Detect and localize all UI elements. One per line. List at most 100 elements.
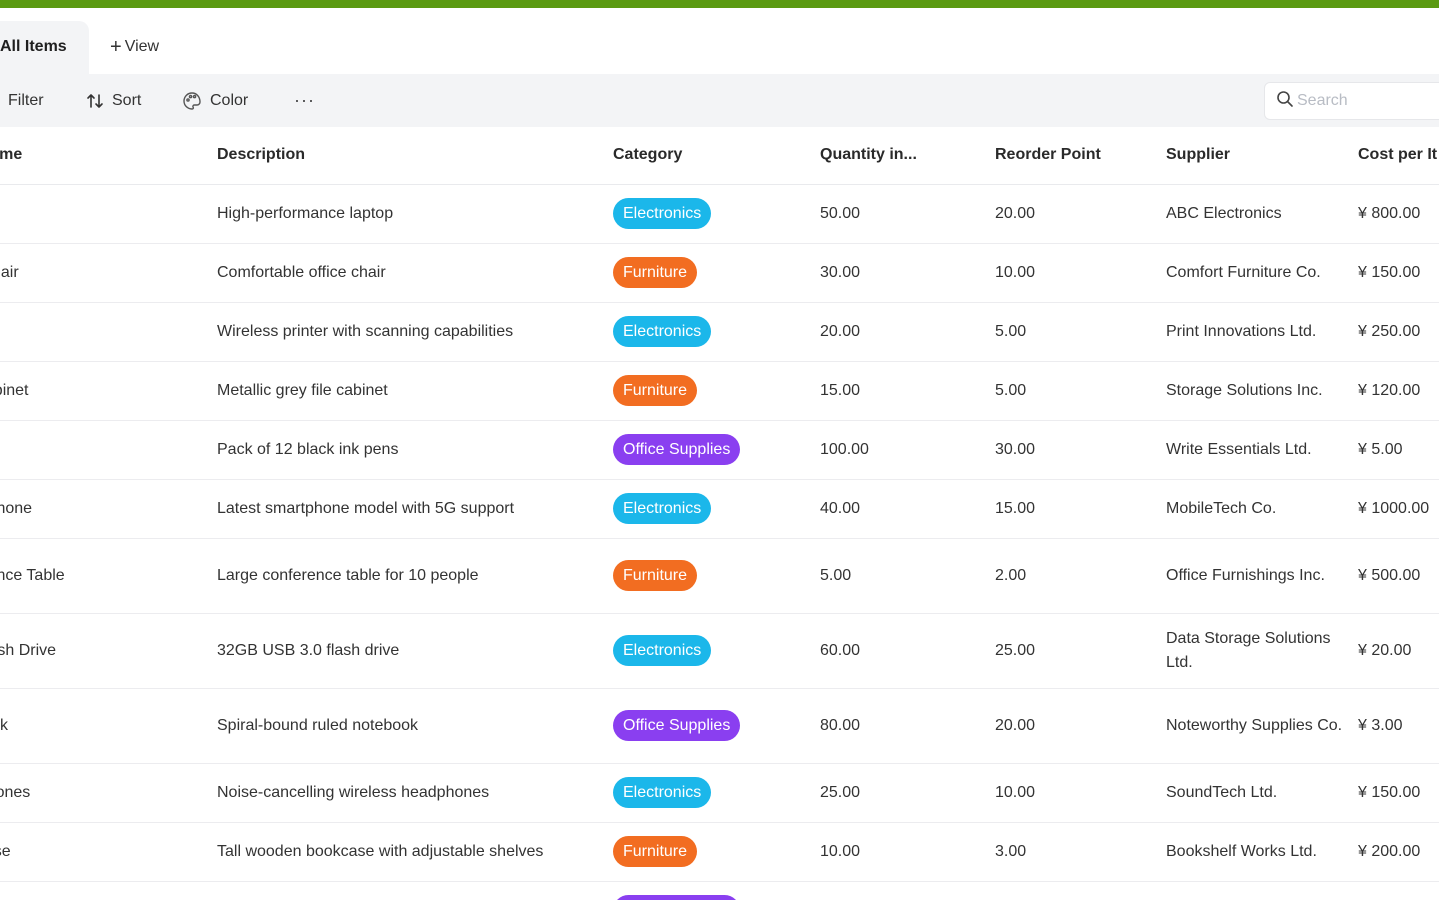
cell-description[interactable]: Comfortable office chair xyxy=(217,243,613,303)
cell-quantity[interactable]: 60.00 xyxy=(820,613,995,689)
cell-category[interactable]: Electronics xyxy=(613,302,820,362)
cell-quantity[interactable]: 5.00 xyxy=(820,538,995,614)
filter-button[interactable]: Filter xyxy=(8,74,44,127)
cell-description[interactable] xyxy=(217,881,613,900)
cell-supplier[interactable]: Data Storage Solutions Ltd. xyxy=(1166,613,1358,689)
cell-reorder-point[interactable] xyxy=(995,881,1166,900)
add-view-button[interactable]: + View xyxy=(110,37,159,57)
table-row[interactable]: ptopHigh-performance laptop Electronics 50… xyxy=(0,184,1439,244)
table-row[interactable]: nartphone Latest smartphone model with 5G… xyxy=(0,479,1439,539)
cell-item-name[interactable]: nference Table xyxy=(0,538,217,614)
cell-quantity[interactable] xyxy=(820,881,995,900)
column-header-supplier[interactable]: Supplier xyxy=(1166,127,1358,185)
cell-cost[interactable]: ¥ 200.00 xyxy=(1358,822,1439,882)
cell-supplier[interactable] xyxy=(1166,881,1358,900)
cell-supplier[interactable]: Print Innovations Ltd. xyxy=(1166,302,1358,362)
cell-description[interactable]: Pack of 12 black ink pens xyxy=(217,420,613,480)
cell-reorder-point[interactable]: 10.00 xyxy=(995,763,1166,823)
cell-item-name[interactable]: okcase xyxy=(0,822,217,882)
column-header-quantity[interactable]: Quantity in... xyxy=(820,127,995,185)
cell-item-name[interactable]: nartphone xyxy=(0,479,217,539)
color-button[interactable]: Color xyxy=(182,74,248,127)
more-options-button[interactable]: ··· xyxy=(294,74,315,127)
cell-cost[interactable]: ¥ 1000.00 xyxy=(1358,479,1439,539)
cell-item-name[interactable] xyxy=(0,881,217,900)
cell-reorder-point[interactable]: 5.00 xyxy=(995,302,1166,362)
cell-cost[interactable]: ¥ 250.00 xyxy=(1358,302,1439,362)
table-row[interactable]: sk Chair Comfortable office chair Furnitur… xyxy=(0,243,1439,303)
table-row[interactable]: Office Supplies xyxy=(0,881,1439,900)
cell-item-name[interactable]: adphones xyxy=(0,763,217,823)
cell-item-name[interactable]: e Cabinet xyxy=(0,361,217,421)
cell-cost[interactable]: ¥ 800.00 xyxy=(1358,184,1439,244)
tab-all-items[interactable]: All Items xyxy=(0,21,89,74)
cell-description[interactable]: High-performance laptop xyxy=(217,184,613,244)
cell-supplier[interactable]: MobileTech Co. xyxy=(1166,479,1358,539)
cell-description[interactable]: Tall wooden bookcase with adjustable she… xyxy=(217,822,613,882)
cell-quantity[interactable]: 15.00 xyxy=(820,361,995,421)
cell-cost[interactable]: ¥ 3.00 xyxy=(1358,688,1439,764)
cell-category[interactable]: Electronics xyxy=(613,613,820,689)
cell-quantity[interactable]: 40.00 xyxy=(820,479,995,539)
cell-supplier[interactable]: SoundTech Ltd. xyxy=(1166,763,1358,823)
cell-reorder-point[interactable]: 25.00 xyxy=(995,613,1166,689)
cell-supplier[interactable]: ABC Electronics xyxy=(1166,184,1358,244)
cell-description[interactable]: Wireless printer with scanning capabilit… xyxy=(217,302,613,362)
cell-description[interactable]: Latest smartphone model with 5G support xyxy=(217,479,613,539)
cell-reorder-point[interactable]: 10.00 xyxy=(995,243,1166,303)
cell-quantity[interactable]: 30.00 xyxy=(820,243,995,303)
cell-reorder-point[interactable]: 30.00 xyxy=(995,420,1166,480)
cell-quantity[interactable]: 80.00 xyxy=(820,688,995,764)
cell-category[interactable]: Furniture xyxy=(613,538,820,614)
table-row[interactable]: nference Table Large conference table for… xyxy=(0,538,1439,614)
cell-supplier[interactable]: Bookshelf Works Ltd. xyxy=(1166,822,1358,882)
cell-item-name[interactable]: n Set xyxy=(0,420,217,480)
cell-cost[interactable]: ¥ 150.00 xyxy=(1358,763,1439,823)
cell-cost[interactable]: ¥ 20.00 xyxy=(1358,613,1439,689)
cell-quantity[interactable]: 10.00 xyxy=(820,822,995,882)
cell-cost[interactable]: ¥ 150.00 xyxy=(1358,243,1439,303)
column-header-cost[interactable]: Cost per It xyxy=(1358,127,1439,185)
cell-item-name[interactable]: sk Chair xyxy=(0,243,217,303)
table-row[interactable]: tebook Spiral-bound ruled notebook Office … xyxy=(0,688,1439,764)
cell-cost[interactable] xyxy=(1358,881,1439,900)
cell-reorder-point[interactable]: 2.00 xyxy=(995,538,1166,614)
cell-cost[interactable]: ¥ 5.00 xyxy=(1358,420,1439,480)
cell-description[interactable]: Large conference table for 10 people xyxy=(217,538,613,614)
table-row[interactable]: nterWireless printer with scanning capab… xyxy=(0,302,1439,362)
search-input[interactable] xyxy=(1297,92,1437,110)
cell-reorder-point[interactable]: 20.00 xyxy=(995,184,1166,244)
column-header-item-name[interactable]: m Name xyxy=(0,127,217,185)
table-row[interactable]: e Cabinet Metallic grey file cabinet Furni… xyxy=(0,361,1439,421)
cell-reorder-point[interactable]: 5.00 xyxy=(995,361,1166,421)
cell-item-name[interactable]: nter xyxy=(0,302,217,362)
cell-description[interactable]: Noise-cancelling wireless headphones xyxy=(217,763,613,823)
column-header-description[interactable]: Description xyxy=(217,127,613,185)
table-row[interactable]: okcase Tall wooden bookcase with adjustab… xyxy=(0,822,1439,882)
cell-reorder-point[interactable]: 15.00 xyxy=(995,479,1166,539)
cell-category[interactable]: Furniture xyxy=(613,361,820,421)
cell-supplier[interactable]: Office Furnishings Inc. xyxy=(1166,538,1358,614)
cell-description[interactable]: 32GB USB 3.0 flash drive xyxy=(217,613,613,689)
cell-item-name[interactable]: tebook xyxy=(0,688,217,764)
table-row[interactable]: adphones Noise-cancelling wireless headph… xyxy=(0,763,1439,823)
cell-quantity[interactable]: 100.00 xyxy=(820,420,995,480)
sort-button[interactable]: Sort xyxy=(86,74,141,127)
cell-category[interactable]: Office Supplies xyxy=(613,688,820,764)
table-row[interactable]: B Flash Drive 32GB USB 3.0 flash drive Ele… xyxy=(0,613,1439,689)
cell-cost[interactable]: ¥ 120.00 xyxy=(1358,361,1439,421)
cell-description[interactable]: Metallic grey file cabinet xyxy=(217,361,613,421)
cell-cost[interactable]: ¥ 500.00 xyxy=(1358,538,1439,614)
cell-category[interactable]: Furniture xyxy=(613,243,820,303)
column-header-reorder-point[interactable]: Reorder Point xyxy=(995,127,1166,185)
cell-quantity[interactable]: 25.00 xyxy=(820,763,995,823)
cell-category[interactable]: Electronics xyxy=(613,184,820,244)
table-row[interactable]: n SetPack of 12 black ink pens Office Sup… xyxy=(0,420,1439,480)
cell-category[interactable]: Office Supplies xyxy=(613,420,820,480)
cell-reorder-point[interactable]: 3.00 xyxy=(995,822,1166,882)
cell-category[interactable]: Electronics xyxy=(613,763,820,823)
cell-quantity[interactable]: 20.00 xyxy=(820,302,995,362)
cell-supplier[interactable]: Write Essentials Ltd. xyxy=(1166,420,1358,480)
cell-category[interactable]: Furniture xyxy=(613,822,820,882)
cell-supplier[interactable]: Storage Solutions Inc. xyxy=(1166,361,1358,421)
